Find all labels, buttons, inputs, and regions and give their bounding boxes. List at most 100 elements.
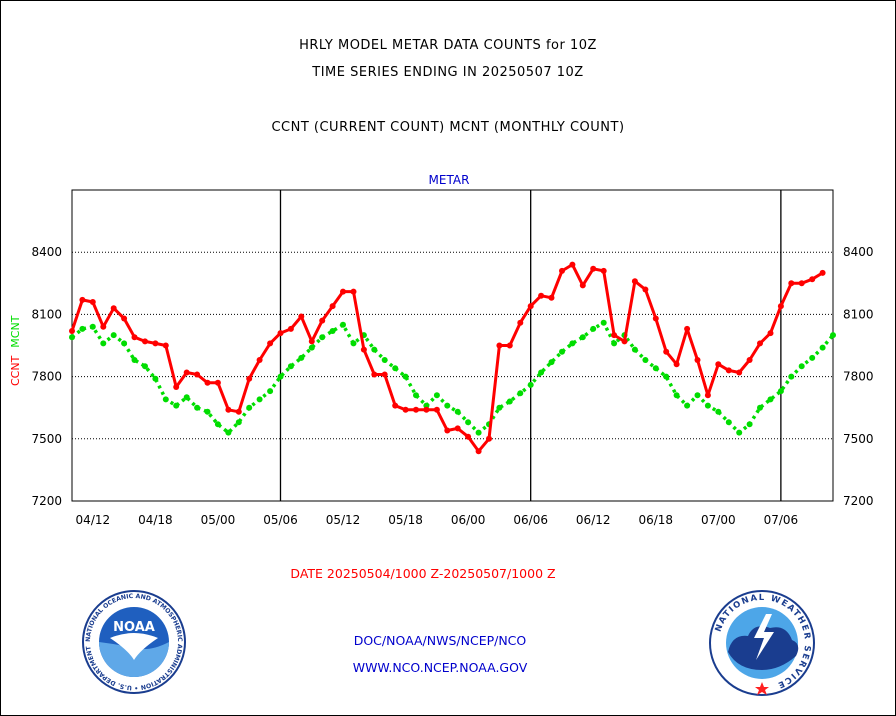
plot-border xyxy=(71,189,834,502)
website-link[interactable]: WWW.NCO.NCEP.NOAA.GOV xyxy=(352,660,528,675)
data-point-mcnt xyxy=(788,373,795,380)
data-point-mcnt xyxy=(777,388,784,395)
data-point-ccnt xyxy=(496,342,503,349)
data-point-ccnt xyxy=(517,319,524,326)
data-point-ccnt xyxy=(809,276,816,283)
nws-logo: NATIONAL WEATHER SERVICE xyxy=(709,590,815,696)
data-point-ccnt xyxy=(277,330,284,337)
data-point-mcnt xyxy=(517,390,524,397)
data-point-ccnt xyxy=(642,286,649,293)
y-tick-label-left: 7500 xyxy=(31,432,62,446)
data-point-mcnt xyxy=(725,419,732,426)
data-point-mcnt xyxy=(183,394,190,401)
data-point-ccnt xyxy=(631,278,638,285)
series-line-mcnt xyxy=(70,320,835,435)
data-point-mcnt xyxy=(235,419,242,426)
data-point-ccnt xyxy=(371,371,378,378)
data-point-mcnt xyxy=(277,373,284,380)
y-tick-label-right: 7800 xyxy=(843,370,874,384)
data-point-mcnt xyxy=(194,404,201,411)
data-point-ccnt xyxy=(704,392,711,399)
data-point-mcnt xyxy=(767,396,774,403)
data-point-ccnt xyxy=(267,340,274,347)
data-point-mcnt xyxy=(454,408,461,415)
data-point-mcnt xyxy=(413,392,419,399)
data-point-mcnt xyxy=(465,419,472,426)
data-point-ccnt xyxy=(590,265,597,272)
data-point-ccnt xyxy=(298,313,305,320)
data-point-mcnt xyxy=(162,396,169,403)
y-axis-label-text: CCNT MCNT xyxy=(9,315,22,386)
x-tick-label: 05/06 xyxy=(263,513,298,527)
x-tick-label: 04/12 xyxy=(76,513,111,527)
data-point-ccnt xyxy=(548,294,555,301)
data-point-mcnt xyxy=(496,404,503,411)
data-point-ccnt xyxy=(527,303,534,310)
y-label-ccnt: CCNT xyxy=(9,355,22,386)
data-point-mcnt xyxy=(121,340,128,347)
data-point-mcnt xyxy=(642,357,649,363)
data-point-mcnt xyxy=(611,340,618,347)
data-point-mcnt xyxy=(798,363,805,370)
data-point-ccnt xyxy=(819,269,826,276)
data-point-mcnt xyxy=(381,357,388,363)
data-point-ccnt xyxy=(433,406,440,413)
y-tick-label-right: 7200 xyxy=(843,494,874,508)
data-point-ccnt xyxy=(652,315,659,322)
data-point-mcnt xyxy=(746,421,753,428)
data-point-ccnt xyxy=(204,379,211,386)
data-point-ccnt xyxy=(142,338,148,345)
data-point-ccnt xyxy=(767,330,774,337)
data-point-ccnt xyxy=(444,427,451,434)
data-point-ccnt xyxy=(246,375,253,382)
data-point-mcnt xyxy=(684,402,691,409)
header-line-1: HRLY MODEL METAR DATA COUNTS for 10Z xyxy=(299,38,597,53)
data-point-mcnt xyxy=(214,421,221,428)
data-point-ccnt xyxy=(569,261,576,268)
data-point-ccnt xyxy=(225,406,232,413)
data-point-mcnt xyxy=(423,402,430,409)
data-point-ccnt xyxy=(350,288,357,295)
header-line-3: CCNT (CURRENT COUNT) MCNT (MONTHLY COUNT… xyxy=(271,120,625,135)
data-point-mcnt xyxy=(392,365,399,372)
data-point-mcnt xyxy=(569,340,576,347)
data-point-ccnt xyxy=(579,282,586,289)
data-point-mcnt xyxy=(308,344,315,351)
data-point-ccnt xyxy=(788,280,795,287)
day-boundary-lines xyxy=(279,190,782,501)
metar-count-chart: METAR 7200 7500 7800 8100 8400 7200 7500 7800 8… xyxy=(9,173,874,527)
chart-title: METAR xyxy=(429,173,470,187)
data-point-mcnt xyxy=(298,354,305,361)
data-point-ccnt xyxy=(413,406,419,413)
data-point-ccnt xyxy=(256,357,263,363)
y-axis-left: 7200 7500 7800 8100 8400 xyxy=(31,245,62,508)
data-point-ccnt xyxy=(715,361,722,368)
data-point-ccnt xyxy=(777,303,784,310)
data-point-mcnt xyxy=(340,321,346,328)
data-point-ccnt xyxy=(162,342,169,349)
y-tick-label-left: 8400 xyxy=(31,245,62,259)
series-ccnt xyxy=(69,261,826,455)
data-point-mcnt xyxy=(631,346,638,353)
noaa-logo: NATIONAL OCEANIC AND ATMOSPHERIC ADMINIS… xyxy=(80,590,186,694)
data-point-mcnt xyxy=(433,392,440,399)
data-point-ccnt xyxy=(465,433,472,440)
data-point-mcnt xyxy=(590,325,597,332)
data-point-ccnt xyxy=(360,346,367,353)
data-point-ccnt xyxy=(673,361,680,368)
x-tick-label: 05/18 xyxy=(388,513,423,527)
x-tick-label: 06/18 xyxy=(638,513,673,527)
y-tick-label-right: 8400 xyxy=(843,245,874,259)
data-point-mcnt xyxy=(110,332,117,339)
data-point-ccnt xyxy=(600,267,607,274)
data-point-mcnt xyxy=(173,402,180,409)
data-point-mcnt xyxy=(371,346,378,353)
data-point-mcnt xyxy=(475,429,482,436)
data-point-mcnt xyxy=(100,340,107,347)
data-point-mcnt xyxy=(579,334,586,341)
data-point-ccnt xyxy=(725,367,732,374)
y-tick-label-left: 8100 xyxy=(31,307,62,321)
data-point-mcnt xyxy=(538,369,545,376)
data-point-ccnt xyxy=(287,325,294,332)
data-point-mcnt xyxy=(79,325,86,332)
